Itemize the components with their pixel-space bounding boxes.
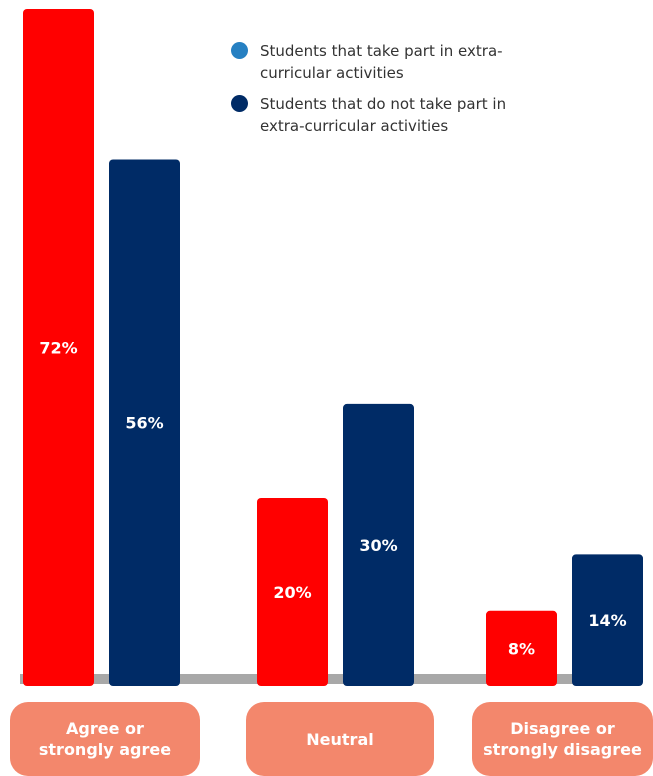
legend: Students that take part in extra-curricu… (230, 40, 550, 146)
legend-item-non-participants: Students that do not take part in extra-… (230, 93, 550, 137)
legend-dot-participants (231, 42, 248, 59)
category-box-agree: Agree or strongly agree (10, 702, 200, 776)
category-label-disagree: Disagree or strongly disagree (483, 719, 642, 759)
bar-non-participants-neutral (343, 403, 414, 686)
bar-participants-neutral (257, 497, 328, 686)
data-label-non-participants-agree: 56% (125, 414, 163, 433)
category-label-agree: Agree or strongly agree (38, 719, 172, 759)
bar-chart: 72% 20% 8% 56% 30% 14% (20, 9, 643, 686)
data-label-non-participants-neutral: 30% (359, 536, 397, 555)
data-label-participants-neutral: 20% (273, 583, 311, 602)
category-box-disagree: Disagree or strongly disagree (472, 702, 653, 776)
category-box-neutral: Neutral (246, 702, 434, 776)
bar-participants-disagree (486, 610, 557, 686)
legend-item-participants: Students that take part in extra-curricu… (230, 40, 550, 84)
legend-label-participants: Students that take part in extra-curricu… (260, 42, 503, 82)
bar-non-participants-agree (109, 159, 180, 686)
category-label-neutral: Neutral (306, 729, 374, 749)
bar-participants-agree (23, 9, 94, 686)
data-label-participants-agree: 72% (39, 339, 77, 358)
data-label-participants-disagree: 8% (508, 639, 535, 658)
legend-label-non-participants: Students that do not take part in extra-… (260, 95, 507, 135)
legend-dot-non-participants (231, 95, 248, 112)
bar-non-participants-disagree (572, 554, 643, 686)
data-label-non-participants-disagree: 14% (588, 611, 626, 630)
